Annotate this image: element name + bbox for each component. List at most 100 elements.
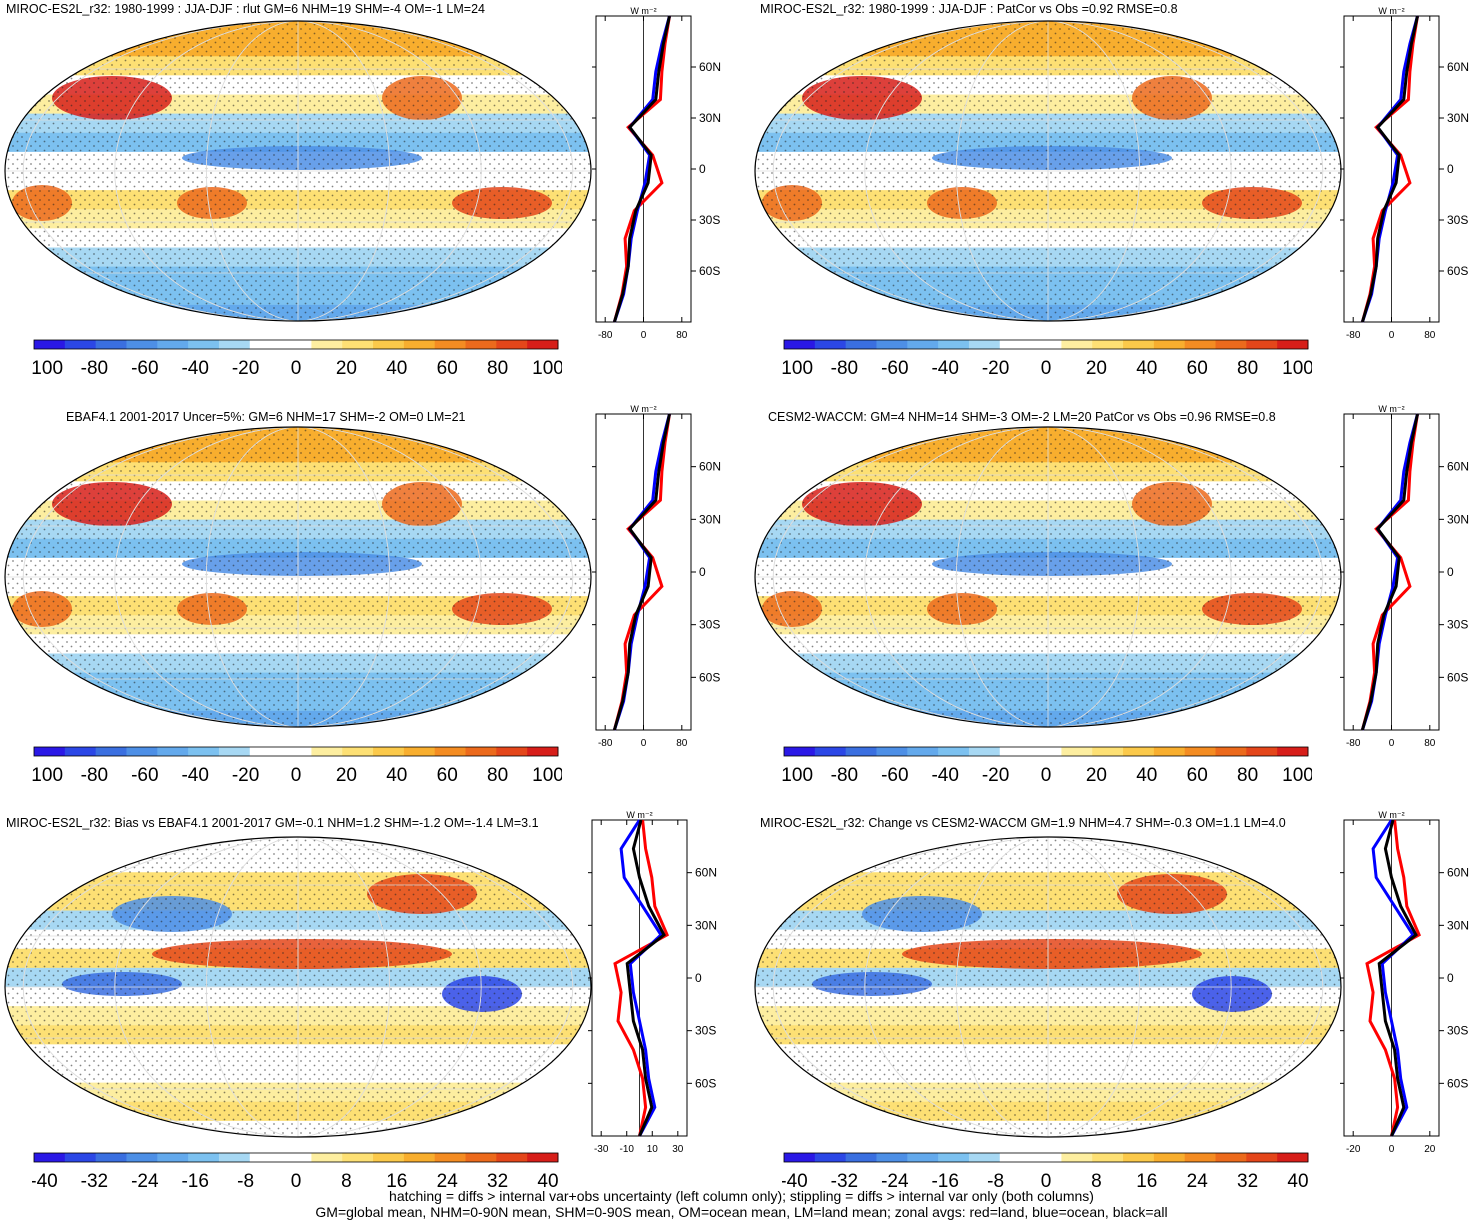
colorbar-swatch bbox=[845, 747, 877, 756]
colorbar-swatch bbox=[968, 1153, 1001, 1162]
colorbar-swatch bbox=[496, 340, 528, 349]
panel-3-colorbar: -100 -80 -60 -40 -20 0 20 40 60 80 100 bbox=[32, 746, 562, 786]
zonal-unit-label: W m⁻² bbox=[1378, 810, 1404, 820]
colorbar-swatch bbox=[1215, 340, 1247, 349]
colorbar-swatch bbox=[1123, 340, 1155, 349]
panel-4-map bbox=[754, 426, 1342, 728]
lat-tick-label: 60N bbox=[699, 460, 721, 474]
colorbar-tick-label: -40 bbox=[181, 358, 208, 379]
colorbar-swatch bbox=[527, 747, 559, 756]
colorbar-tick-label: -16 bbox=[181, 1171, 208, 1192]
zonal-unit-label: W m⁻² bbox=[626, 810, 652, 820]
zonal-all-curve bbox=[1360, 15, 1419, 323]
colorbar-swatch bbox=[188, 340, 220, 349]
lat-tick-label: 30N bbox=[1447, 918, 1469, 932]
zonal-x-tick-label: 80 bbox=[676, 738, 688, 749]
colorbar-tick-label: 40 bbox=[1136, 765, 1157, 786]
colorbar-swatch bbox=[907, 340, 939, 349]
colorbar-tick-label: 100 bbox=[532, 765, 562, 786]
zonal-x-tick-label: 80 bbox=[1424, 330, 1436, 341]
zonal-x-tick-label: 80 bbox=[676, 330, 688, 341]
colorbar-tick-label: 16 bbox=[386, 1171, 407, 1192]
zonal-x-tick-label: 10 bbox=[647, 1144, 659, 1155]
lat-tick-label: 60N bbox=[1447, 460, 1469, 474]
colorbar-tick-label: -40 bbox=[931, 765, 958, 786]
colorbar-swatch bbox=[434, 747, 467, 756]
colorbar-swatch bbox=[342, 747, 374, 756]
zonal-x-tick-label: 0 bbox=[1389, 1144, 1395, 1155]
colorbar-tick-label: 40 bbox=[1136, 358, 1157, 379]
colorbar-swatch bbox=[34, 747, 66, 756]
colorbar-swatch bbox=[1153, 340, 1186, 349]
colorbar-swatch bbox=[403, 1153, 436, 1162]
panel-1-title: MIROC-ES2L_r32: 1980-1999 : JJA-DJF : rl… bbox=[6, 2, 485, 16]
colorbar-swatch bbox=[938, 340, 970, 349]
colorbar-swatch bbox=[1061, 747, 1093, 756]
colorbar-swatch bbox=[845, 340, 877, 349]
colorbar-swatch bbox=[999, 340, 1032, 349]
colorbar-swatch bbox=[907, 747, 939, 756]
colorbar-swatch bbox=[784, 340, 816, 349]
colorbar-tick-label: 0 bbox=[291, 765, 302, 786]
colorbar-swatch bbox=[311, 340, 343, 349]
panel-1-zonal-profile: W m⁻² 60N 30N 0 30S 60S -80 0 80 bbox=[592, 6, 721, 341]
colorbar-tick-label: -20 bbox=[232, 358, 259, 379]
colorbar-tick-label: -100 bbox=[32, 358, 63, 379]
lat-tick-label: 30S bbox=[1447, 1024, 1468, 1038]
lat-tick-label: 30S bbox=[695, 1024, 716, 1038]
zonal-x-tick-label: -80 bbox=[598, 738, 613, 749]
colorbar-tick-label: 80 bbox=[487, 358, 508, 379]
colorbar-swatch bbox=[373, 340, 405, 349]
zonal-x-tick-label: 0 bbox=[1389, 738, 1395, 749]
colorbar-swatch bbox=[434, 340, 467, 349]
colorbar-swatch bbox=[311, 747, 343, 756]
colorbar-swatch bbox=[1030, 340, 1062, 349]
colorbar-swatch bbox=[249, 1153, 282, 1162]
colorbar-tick-label: 60 bbox=[437, 358, 458, 379]
zonal-ocean-curve bbox=[1371, 819, 1415, 1137]
lat-tick-label: 30N bbox=[699, 111, 721, 125]
colorbar-tick-label: 60 bbox=[1187, 358, 1208, 379]
lat-tick-label: 30N bbox=[1447, 512, 1469, 526]
colorbar-tick-label: -60 bbox=[881, 765, 908, 786]
zonal-x-tick-label: 30 bbox=[672, 1144, 684, 1155]
colorbar-swatch bbox=[95, 1153, 127, 1162]
colorbar-swatch bbox=[814, 1153, 847, 1162]
zonal-unit-label: W m⁻² bbox=[630, 6, 656, 16]
colorbar-swatch bbox=[188, 747, 220, 756]
panel-3-zonal-profile: W m⁻² 60N 30N 0 30S 60S -80 0 80 bbox=[592, 404, 721, 749]
colorbar-swatch bbox=[999, 747, 1032, 756]
colorbar-tick-label: -80 bbox=[81, 765, 108, 786]
colorbar-tick-label: -24 bbox=[881, 1171, 909, 1192]
colorbar-swatch bbox=[342, 1153, 374, 1162]
colorbar-swatch bbox=[218, 1153, 251, 1162]
colorbar-swatch bbox=[784, 747, 816, 756]
colorbar-swatch bbox=[280, 340, 312, 349]
lat-tick-label: 0 bbox=[695, 971, 702, 985]
colorbar-swatch bbox=[280, 1153, 312, 1162]
lat-tick-label: 30S bbox=[699, 213, 720, 227]
colorbar-tick-label: 0 bbox=[1041, 765, 1052, 786]
colorbar-swatch bbox=[814, 340, 847, 349]
zonal-unit-label: W m⁻² bbox=[1378, 6, 1404, 16]
colorbar-swatch bbox=[845, 1153, 877, 1162]
colorbar-swatch bbox=[1277, 340, 1309, 349]
colorbar-tick-label: 20 bbox=[1086, 765, 1107, 786]
lat-tick-label: 30N bbox=[1447, 111, 1469, 125]
colorbar-swatch bbox=[64, 340, 97, 349]
colorbar-tick-label: -80 bbox=[831, 358, 858, 379]
zonal-x-tick-label: 80 bbox=[1424, 738, 1436, 749]
colorbar-swatch bbox=[218, 340, 251, 349]
panel-2-colorbar: -100 -80 -60 -40 -20 0 20 40 60 80 100 bbox=[782, 339, 1312, 379]
colorbar-swatch bbox=[968, 747, 1001, 756]
lat-tick-label: 0 bbox=[1447, 971, 1454, 985]
colorbar-tick-label: -20 bbox=[982, 765, 1009, 786]
colorbar-swatch bbox=[1123, 747, 1155, 756]
colorbar-tick-label: 32 bbox=[1237, 1171, 1258, 1192]
footer-line-1: hatching = diffs > internal var+obs unce… bbox=[389, 1188, 1094, 1204]
colorbar-swatch bbox=[1215, 1153, 1247, 1162]
colorbar-swatch bbox=[1030, 747, 1062, 756]
lat-tick-label: 60N bbox=[1447, 60, 1469, 74]
colorbar-tick-label: 40 bbox=[386, 358, 407, 379]
panel-6-colorbar: -40 -32 -24 -16 -8 0 8 16 24 32 40 bbox=[782, 1152, 1309, 1192]
